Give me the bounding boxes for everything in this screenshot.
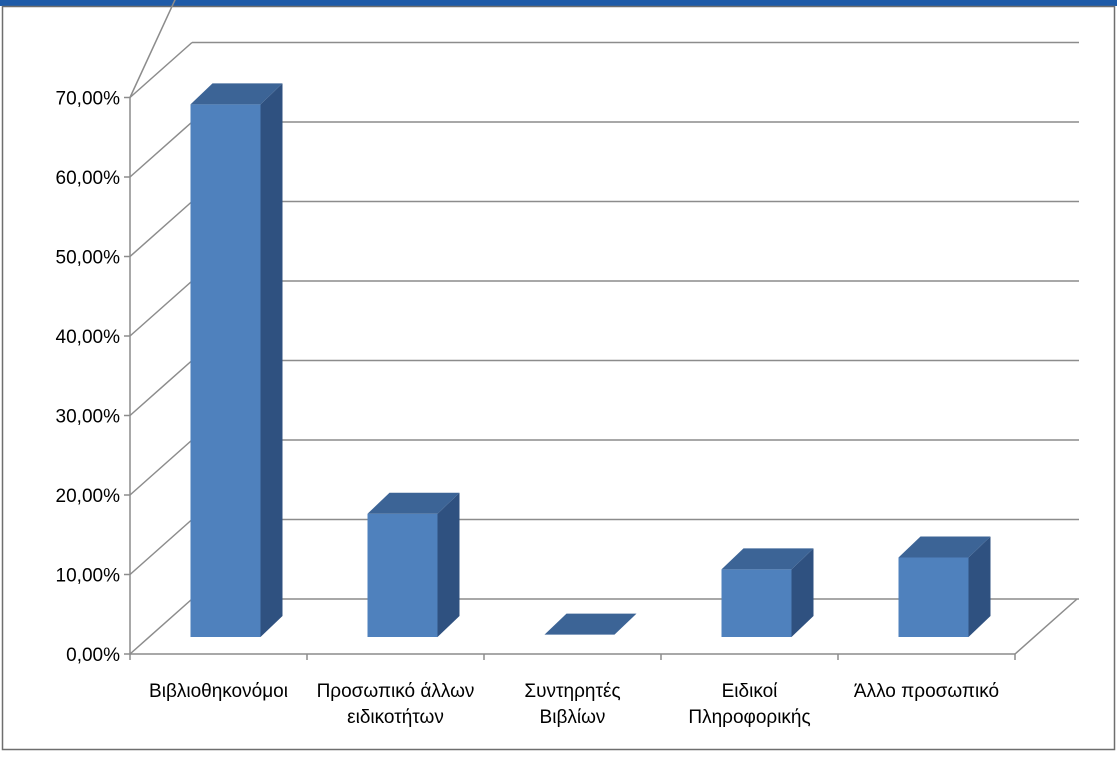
x-category-label-line: Ειδικοί [722, 681, 779, 702]
bar-front-face [721, 569, 792, 637]
y-tick-label: 20,00% [56, 486, 121, 507]
x-category-label-line: Προσωπικό άλλων [317, 681, 475, 702]
x-category-label-line: Συντηρητές [524, 681, 620, 702]
chart-border [1, 5, 1116, 751]
side-wall-line [129, 0, 176, 98]
bar-top-face [721, 548, 814, 570]
y-tick-label: 50,00% [56, 248, 121, 269]
bar-side-face [968, 536, 991, 637]
bar-top-face [544, 613, 637, 635]
side-wall-line [129, 518, 193, 576]
y-tick-label: 60,00% [56, 168, 121, 189]
side-wall-line [129, 439, 193, 496]
y-tick-label: 30,00% [56, 407, 121, 428]
bar-top-face [190, 83, 283, 105]
y-tick-label: 0,00% [66, 645, 120, 666]
x-category-label-line: Άλλο προσωπικό [854, 681, 999, 702]
bar-side-face [791, 548, 814, 637]
bar [544, 613, 637, 635]
bar-side-face [260, 83, 283, 638]
x-category-label: Βιβλιοθηκονόμοι [149, 681, 288, 702]
side-wall-line [129, 598, 193, 655]
x-category-label: Συντηρητές Βιβλίων [524, 681, 620, 728]
x-category-label: Ειδικοί Πληροφορικής [688, 681, 810, 728]
bar [721, 548, 814, 637]
y-tick-label: 70,00% [56, 89, 121, 110]
side-wall-line [129, 200, 193, 258]
bar-top-face [367, 492, 460, 514]
side-wall-line [129, 121, 193, 178]
x-category-label: Άλλο προσωπικό [854, 681, 999, 702]
bar [190, 83, 283, 638]
bar [367, 492, 460, 637]
floor-right-edge [1014, 598, 1078, 655]
header-band [0, 0, 1117, 6]
bar-side-face [437, 492, 460, 637]
x-category-label-line: Βιβλιοθηκονόμοι [149, 681, 288, 702]
side-wall-line [129, 280, 193, 337]
y-tick-label: 10,00% [56, 566, 121, 587]
x-category-label-line: Βιβλίων [540, 707, 606, 728]
bar-front-face [367, 513, 438, 637]
bar-front-face [190, 104, 261, 638]
bar-top-face [898, 536, 991, 558]
bar [898, 536, 991, 637]
bar-front-face [898, 557, 969, 637]
side-wall-line [129, 359, 193, 417]
x-category-label-line: ειδικοτήτων [347, 707, 444, 728]
x-category-label: Προσωπικό άλλων ειδικοτήτων [317, 681, 475, 728]
x-category-label-line: Πληροφορικής [688, 707, 810, 728]
side-wall-line [129, 41, 193, 99]
y-tick-label: 40,00% [56, 327, 121, 348]
